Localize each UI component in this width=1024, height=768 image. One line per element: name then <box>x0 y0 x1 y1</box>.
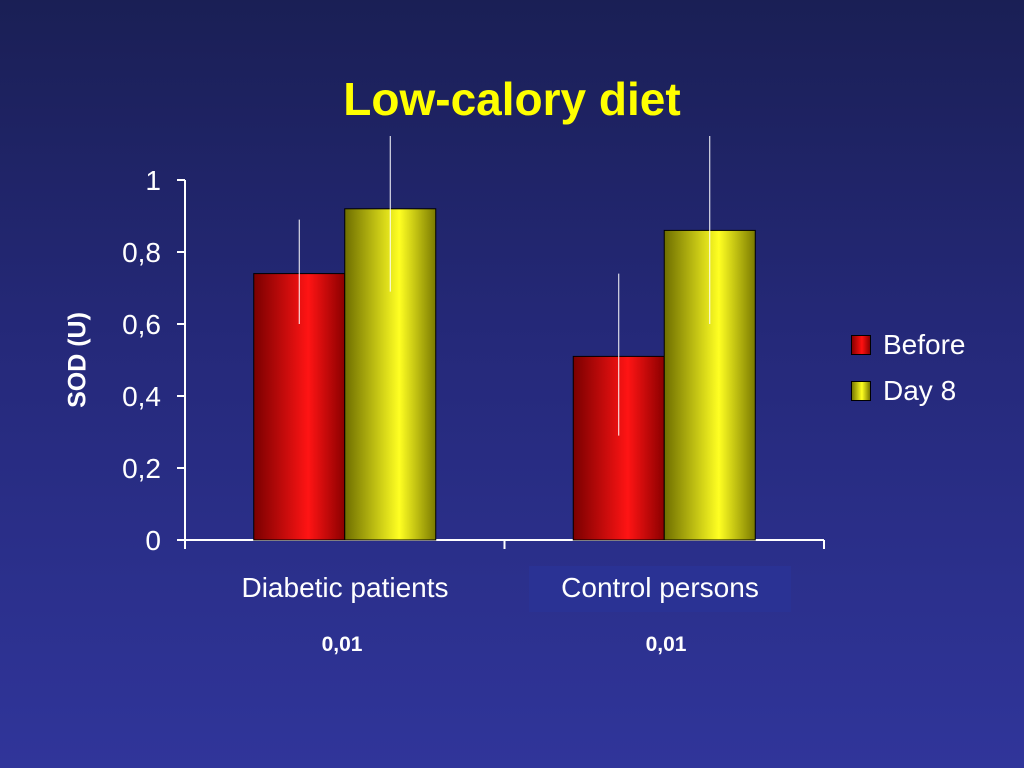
chart-title: Low-calory diet <box>343 73 681 125</box>
p-value-diabetic: 0,01 <box>321 633 363 656</box>
legend-label-before: Before <box>883 329 966 360</box>
y-tick-label: 0,4 <box>122 381 161 412</box>
legend-swatch-day8 <box>851 381 871 401</box>
y-tick-label: 0 <box>145 525 161 556</box>
category-label-control: Control persons <box>529 566 791 612</box>
y-tick-label: 1 <box>145 165 161 196</box>
legend-swatch-before <box>851 335 871 355</box>
y-tick-label: 0,6 <box>122 309 161 340</box>
y-tick-label: 0,8 <box>122 237 161 268</box>
legend-item-day8: Day 8 <box>851 368 966 414</box>
legend-label-day8: Day 8 <box>883 375 957 406</box>
y-tick-label: 0,2 <box>122 453 161 484</box>
legend: Before Day 8 <box>851 322 966 414</box>
legend-item-before: Before <box>851 322 966 368</box>
p-value-control: 0,01 <box>645 633 687 656</box>
category-label-diabetic: Diabetic patients <box>241 572 449 603</box>
